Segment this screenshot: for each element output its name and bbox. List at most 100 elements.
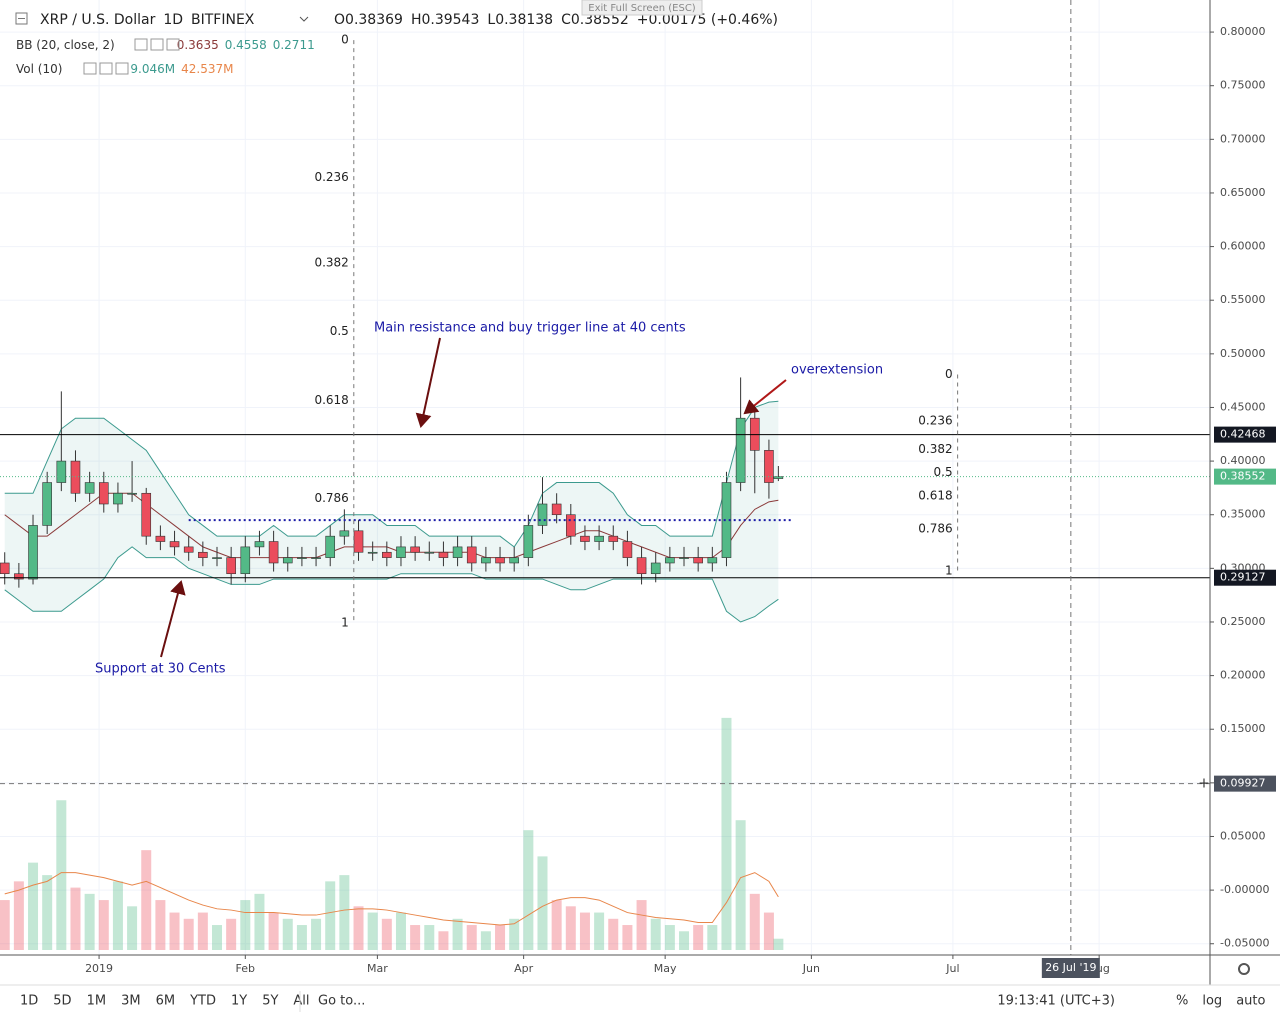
y-tick-label: 0.25000 [1220, 615, 1266, 628]
scale-button[interactable]: auto [1236, 994, 1265, 1009]
volume-bar [268, 912, 279, 950]
candle-body [353, 530, 364, 553]
candle-body [537, 503, 548, 526]
volume-bar [608, 918, 619, 950]
candle-body [509, 557, 519, 564]
vol-title: Vol (10) [16, 62, 62, 76]
x-tick-label: Jun [802, 962, 820, 975]
change: +0.00175 (+0.46%) [637, 12, 778, 28]
eye-icon[interactable] [83, 62, 97, 75]
remove-icon[interactable] [166, 38, 180, 51]
volume-bar [664, 925, 675, 950]
y-tick-label: 0.70000 [1220, 132, 1266, 145]
volume-bar [495, 925, 506, 950]
candle-body [311, 557, 321, 559]
price-label: 0.29127 [1220, 571, 1266, 584]
goto-button[interactable]: Go to... [318, 994, 365, 1009]
candle-body [155, 535, 166, 542]
bb-legend: BB (20, close, 2) 0.3635 0.4558 0.2711 [16, 38, 315, 52]
range-button[interactable]: 5D [53, 994, 71, 1009]
candle-body [169, 541, 180, 548]
y-tick-label: 0.50000 [1220, 347, 1266, 360]
range-button[interactable]: 1M [87, 994, 107, 1009]
toolbar: 1D 5D 1M 3M 6M YTD 1Y 5Y All% log auto [20, 994, 1265, 1009]
candle-body [113, 492, 123, 505]
crosshair-x-label: 26 Jul '19 [1045, 961, 1096, 974]
y-tick-label: 0.80000 [1220, 25, 1266, 38]
scale-button[interactable]: log [1202, 994, 1222, 1009]
candle-body [452, 546, 463, 558]
candle-body [325, 535, 336, 558]
y-tick-label: 0.40000 [1220, 454, 1266, 467]
eye-icon[interactable] [134, 38, 148, 51]
candle-body [382, 551, 392, 558]
symbol: XRP / U.S. Dollar [40, 12, 156, 28]
vol-value: 9.046M [130, 62, 175, 76]
candle-body [0, 562, 10, 575]
symbol-header: XRP / U.S. Dollar 1D BITFINEX [40, 12, 255, 28]
range-button[interactable]: 1D [20, 994, 38, 1009]
fib-level-label: 1 [945, 563, 953, 577]
candle-body [424, 551, 435, 554]
volume-bar [721, 717, 732, 950]
y-tick-label: -0.05000 [1220, 937, 1269, 950]
candle-body [707, 557, 718, 564]
x-tick-label: Feb [236, 962, 255, 975]
low-prefix: L [487, 12, 495, 28]
low-value: 0.38138 [495, 12, 553, 28]
range-button[interactable]: 5Y [262, 994, 278, 1009]
range-button[interactable]: YTD [189, 994, 216, 1009]
volume-bar [650, 918, 661, 950]
volume-bar [438, 931, 449, 950]
candle-body [127, 492, 137, 495]
symbol-chevron[interactable] [299, 16, 309, 22]
y-tick-label: 0.60000 [1220, 240, 1266, 253]
candle-body [226, 557, 236, 575]
range-button[interactable]: 3M [121, 994, 141, 1009]
volume-bar [424, 925, 435, 950]
volume-bar [622, 925, 633, 950]
candle-body [721, 482, 732, 558]
range-button[interactable]: 6M [156, 994, 176, 1009]
last-price-label: 0.38552 [1220, 470, 1266, 483]
candle-body [608, 535, 619, 542]
candle-body [98, 482, 109, 505]
candle-body [594, 535, 604, 542]
volume-bar [773, 938, 784, 950]
range-button[interactable]: All [293, 994, 309, 1009]
y-tick-label: 0.20000 [1220, 669, 1266, 682]
range-button[interactable]: 1Y [231, 994, 247, 1009]
interval: 1D [163, 12, 183, 28]
candle-body [551, 503, 562, 516]
volume-bar [480, 931, 491, 950]
volume-bar [395, 912, 406, 950]
candle-body [773, 476, 784, 479]
collapse-icon[interactable] [15, 12, 28, 25]
volume-bar [141, 850, 152, 950]
volume-bar [353, 906, 364, 950]
y-tick-label: 0.35000 [1220, 508, 1266, 521]
candle-body [764, 450, 774, 483]
remove-icon[interactable] [115, 62, 129, 75]
candle-body [693, 557, 703, 564]
price-label-box [1214, 426, 1276, 443]
volume-bar [339, 875, 350, 950]
legend-icons [83, 38, 180, 75]
volume-bar [594, 912, 605, 950]
settings-gear[interactable] [1238, 963, 1250, 975]
settings-icon[interactable] [150, 38, 164, 51]
volume-bar [381, 918, 392, 950]
volume-bar [367, 912, 378, 950]
scale-button[interactable]: % [1176, 994, 1188, 1009]
y-tick-label: 0.45000 [1220, 400, 1266, 413]
settings-icon[interactable] [99, 62, 113, 75]
bb-line [4, 400, 779, 548]
volume-bar [98, 900, 109, 950]
annotation: Support at 30 Cents [95, 662, 226, 677]
volume-bar [70, 887, 81, 950]
volume-bar [410, 925, 421, 950]
candle-body [650, 562, 661, 575]
candle-body [481, 557, 491, 564]
fib-level-label: 0.236 [918, 413, 952, 427]
